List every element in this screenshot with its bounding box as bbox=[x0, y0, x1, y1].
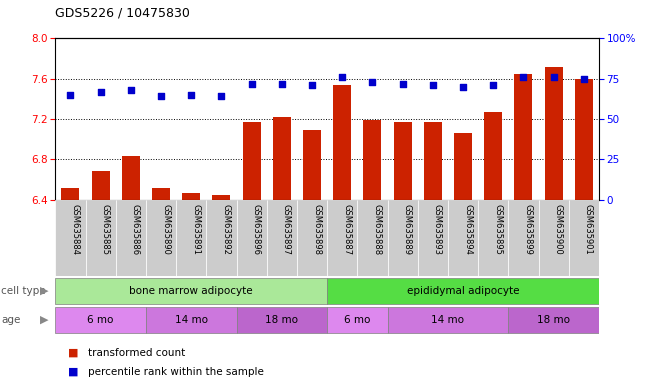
Point bbox=[488, 82, 499, 88]
Bar bbox=[55, 307, 146, 333]
Text: ■: ■ bbox=[68, 367, 79, 377]
Bar bbox=[85, 200, 116, 276]
Text: ■: ■ bbox=[68, 348, 79, 358]
Bar bbox=[303, 130, 321, 200]
Bar bbox=[182, 193, 201, 200]
Point bbox=[579, 76, 589, 82]
Bar bbox=[327, 278, 599, 304]
Bar bbox=[55, 200, 85, 276]
Text: GSM635895: GSM635895 bbox=[493, 204, 502, 254]
Bar bbox=[448, 200, 478, 276]
Text: age: age bbox=[1, 314, 21, 325]
Bar bbox=[267, 200, 297, 276]
Bar bbox=[333, 85, 352, 200]
Bar bbox=[508, 307, 599, 333]
Text: percentile rank within the sample: percentile rank within the sample bbox=[88, 367, 264, 377]
Point bbox=[428, 82, 438, 88]
Text: cell type: cell type bbox=[1, 286, 46, 296]
Point bbox=[96, 89, 106, 95]
Bar bbox=[327, 200, 357, 276]
Bar bbox=[508, 200, 538, 276]
Text: 14 mo: 14 mo bbox=[174, 314, 208, 325]
Bar bbox=[538, 200, 569, 276]
Text: bone marrow adipocyte: bone marrow adipocyte bbox=[130, 286, 253, 296]
Text: GSM635894: GSM635894 bbox=[463, 204, 472, 254]
Text: GSM635893: GSM635893 bbox=[433, 204, 442, 255]
Bar bbox=[61, 187, 79, 200]
Bar bbox=[243, 122, 260, 200]
Text: epididymal adipocyte: epididymal adipocyte bbox=[407, 286, 519, 296]
Point bbox=[367, 79, 378, 85]
Text: ▶: ▶ bbox=[40, 314, 49, 325]
Bar bbox=[122, 156, 140, 200]
Text: GSM635891: GSM635891 bbox=[191, 204, 201, 254]
Text: GSM635892: GSM635892 bbox=[221, 204, 230, 254]
Point bbox=[518, 74, 529, 80]
Point bbox=[277, 81, 287, 87]
Bar bbox=[394, 122, 411, 200]
Text: GSM635890: GSM635890 bbox=[161, 204, 170, 254]
Text: 14 mo: 14 mo bbox=[432, 314, 464, 325]
Bar bbox=[92, 171, 109, 200]
Bar bbox=[146, 307, 236, 333]
Bar bbox=[357, 200, 387, 276]
Text: GSM635884: GSM635884 bbox=[70, 204, 79, 255]
Point bbox=[307, 82, 317, 88]
Bar bbox=[575, 79, 593, 200]
Bar bbox=[212, 195, 230, 200]
Text: GSM635899: GSM635899 bbox=[523, 204, 533, 254]
Point bbox=[247, 81, 257, 87]
Point bbox=[397, 81, 408, 87]
Point bbox=[548, 74, 559, 80]
Bar bbox=[387, 307, 508, 333]
Bar bbox=[206, 200, 236, 276]
Text: GSM635901: GSM635901 bbox=[584, 204, 593, 254]
Bar bbox=[478, 200, 508, 276]
Point bbox=[337, 74, 348, 80]
Bar bbox=[55, 278, 327, 304]
Bar bbox=[363, 120, 381, 200]
Text: GSM635885: GSM635885 bbox=[101, 204, 109, 255]
Point bbox=[216, 93, 227, 99]
Bar bbox=[176, 200, 206, 276]
Text: ▶: ▶ bbox=[40, 286, 49, 296]
Text: 6 mo: 6 mo bbox=[87, 314, 114, 325]
Text: 18 mo: 18 mo bbox=[266, 314, 298, 325]
Bar bbox=[454, 133, 472, 200]
Text: GSM635889: GSM635889 bbox=[402, 204, 411, 255]
Bar bbox=[273, 117, 291, 200]
Text: GSM635900: GSM635900 bbox=[553, 204, 562, 254]
Bar bbox=[544, 66, 562, 200]
Text: 18 mo: 18 mo bbox=[537, 314, 570, 325]
Point bbox=[65, 92, 76, 98]
Bar bbox=[297, 200, 327, 276]
Point bbox=[156, 93, 166, 99]
Bar bbox=[418, 200, 448, 276]
Bar bbox=[236, 200, 267, 276]
Bar bbox=[152, 187, 170, 200]
Text: GSM635896: GSM635896 bbox=[252, 204, 260, 255]
Text: transformed count: transformed count bbox=[88, 348, 185, 358]
Text: GSM635898: GSM635898 bbox=[312, 204, 321, 255]
Point bbox=[458, 84, 468, 90]
Bar bbox=[569, 200, 599, 276]
Text: GSM635897: GSM635897 bbox=[282, 204, 291, 255]
Bar bbox=[236, 307, 327, 333]
Text: GSM635888: GSM635888 bbox=[372, 204, 381, 255]
Text: GSM635886: GSM635886 bbox=[131, 204, 140, 255]
Bar bbox=[484, 112, 503, 200]
Bar bbox=[116, 200, 146, 276]
Text: GSM635887: GSM635887 bbox=[342, 204, 352, 255]
Point bbox=[126, 87, 136, 93]
Bar bbox=[146, 200, 176, 276]
Bar bbox=[514, 74, 533, 200]
Bar bbox=[327, 307, 387, 333]
Text: GDS5226 / 10475830: GDS5226 / 10475830 bbox=[55, 6, 190, 19]
Point bbox=[186, 92, 197, 98]
Text: 6 mo: 6 mo bbox=[344, 314, 370, 325]
Bar bbox=[424, 122, 442, 200]
Bar bbox=[387, 200, 418, 276]
